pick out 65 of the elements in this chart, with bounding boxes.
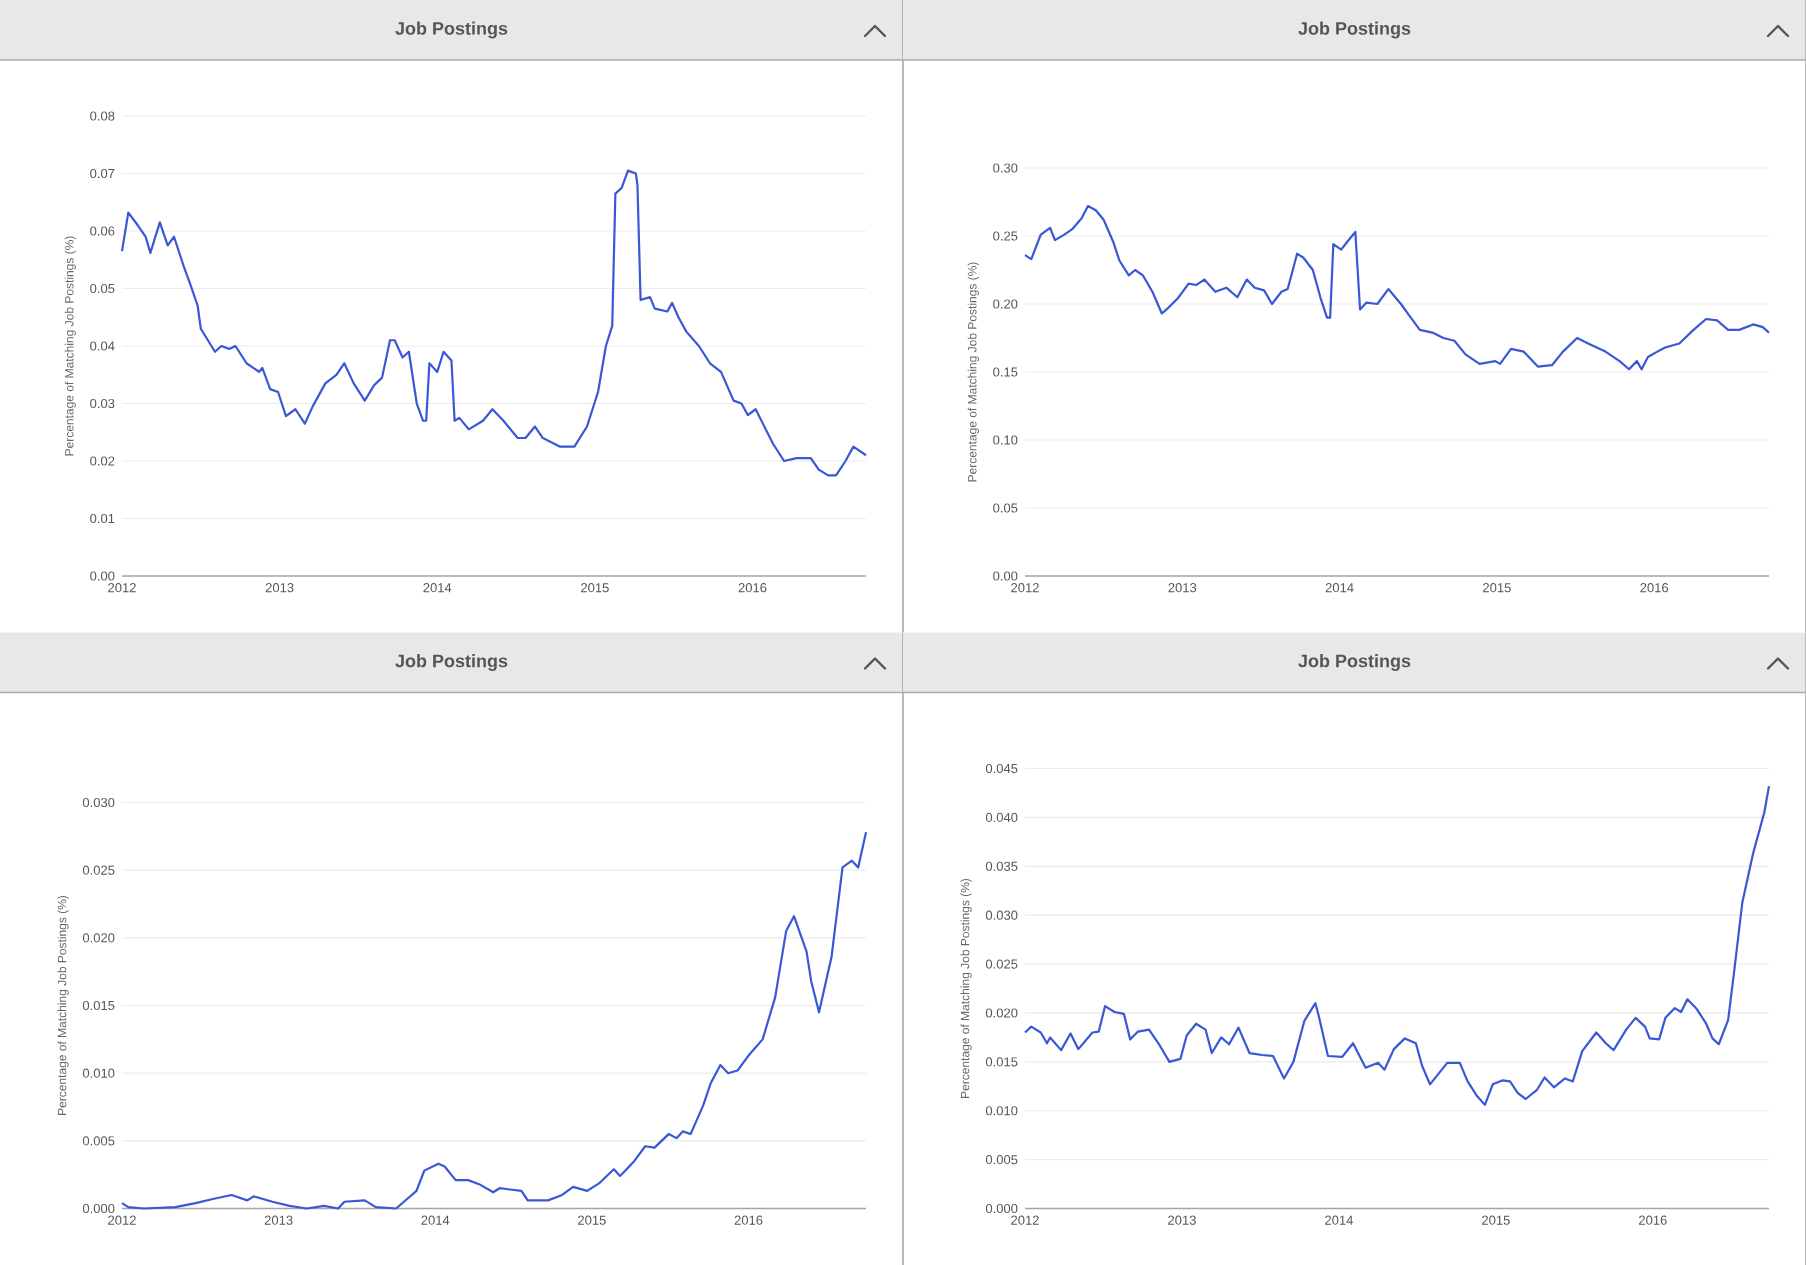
y-tick-label: 0.030 — [82, 797, 115, 808]
y-tick-label: 0.005 — [985, 1155, 1018, 1165]
y-tick-label: 0.000 — [985, 1203, 1018, 1214]
x-tick-label: 2015 — [1483, 583, 1511, 593]
y-tick-label: 0.15 — [993, 367, 1018, 377]
y-tick-label: 0.025 — [985, 959, 1018, 969]
y-tick-label: 0.025 — [82, 865, 115, 875]
y-tick-label: 0.00 — [993, 571, 1018, 581]
x-tick-label: 2012 — [1011, 583, 1039, 593]
y-tick-label: 0.03 — [90, 398, 115, 409]
y-axis-title: Percentage of Matching Job Postings (%) — [960, 878, 972, 1098]
x-tick-label: 2016 — [1639, 1215, 1667, 1225]
y-tick-label: 0.020 — [985, 1008, 1018, 1018]
y-tick-label: 0.030 — [985, 910, 1018, 920]
x-tick-label: 2016 — [738, 583, 767, 593]
y-tick-label: 0.010 — [82, 1068, 115, 1078]
y-axis-title: Percentage of Matching Job Postings (%) — [64, 236, 76, 456]
y-tick-label: 0.00 — [90, 571, 115, 581]
y-tick-label: 0.25 — [993, 231, 1018, 241]
y-tick-label: 0.015 — [82, 1000, 115, 1011]
y-tick-label: 0.20 — [993, 299, 1018, 309]
line-series — [1023, 204, 1771, 371]
x-tick-label: 2013 — [264, 1215, 293, 1225]
y-tick-label: 0.01 — [90, 513, 115, 524]
x-tick-label: 2016 — [734, 1215, 763, 1225]
y-tick-label: 0.05 — [993, 503, 1018, 513]
y-tick-label: 0.000 — [82, 1203, 115, 1214]
y-tick-label: 0.035 — [985, 861, 1018, 871]
y-tick-label: 0.04 — [90, 341, 115, 351]
x-tick-label: 2016 — [1640, 583, 1669, 593]
x-tick-label: 2012 — [108, 1215, 136, 1225]
x-tick-label: 2015 — [581, 583, 609, 593]
x-tick-label: 2014 — [1325, 583, 1354, 593]
x-tick-label: 2015 — [578, 1215, 606, 1225]
y-tick-label: 0.005 — [82, 1136, 115, 1146]
y-tick-label: 0.020 — [82, 933, 115, 943]
x-tick-label: 2012 — [1011, 1215, 1039, 1225]
y-tick-label: 0.30 — [993, 163, 1018, 173]
y-tick-label: 0.040 — [985, 812, 1018, 823]
chart-title: Job Postings — [395, 21, 508, 39]
x-tick-label: 2013 — [1168, 1215, 1196, 1225]
line-series — [1023, 785, 1771, 1106]
line-series — [120, 831, 868, 1210]
y-tick-label: 0.010 — [985, 1106, 1018, 1116]
x-tick-label: 2015 — [1482, 1215, 1510, 1225]
x-tick-label: 2013 — [265, 583, 294, 593]
y-axis-title: Percentage of Matching Job Postings (%) — [967, 262, 979, 482]
x-tick-label: 2014 — [423, 583, 452, 593]
y-tick-label: 0.015 — [985, 1057, 1018, 1067]
y-tick-label: 0.08 — [90, 111, 115, 121]
x-tick-label: 2013 — [1168, 583, 1197, 593]
chart-title: Job Postings — [395, 654, 508, 671]
y-tick-label: 0.02 — [90, 456, 115, 466]
x-tick-label: 2014 — [1325, 1215, 1353, 1225]
chart-title: Job Postings — [1298, 654, 1411, 671]
chart-title: Job Postings — [1298, 21, 1411, 39]
y-tick-label: 0.06 — [90, 226, 115, 236]
x-tick-label: 2012 — [108, 583, 136, 593]
y-tick-label: 0.10 — [993, 435, 1018, 445]
x-tick-label: 2014 — [421, 1215, 450, 1225]
line-series — [120, 169, 868, 477]
y-tick-label: 0.045 — [985, 763, 1018, 774]
y-axis-title: Percentage of Matching Job Postings (%) — [57, 895, 69, 1115]
y-tick-label: 0.05 — [90, 283, 115, 294]
y-tick-label: 0.07 — [90, 168, 115, 179]
